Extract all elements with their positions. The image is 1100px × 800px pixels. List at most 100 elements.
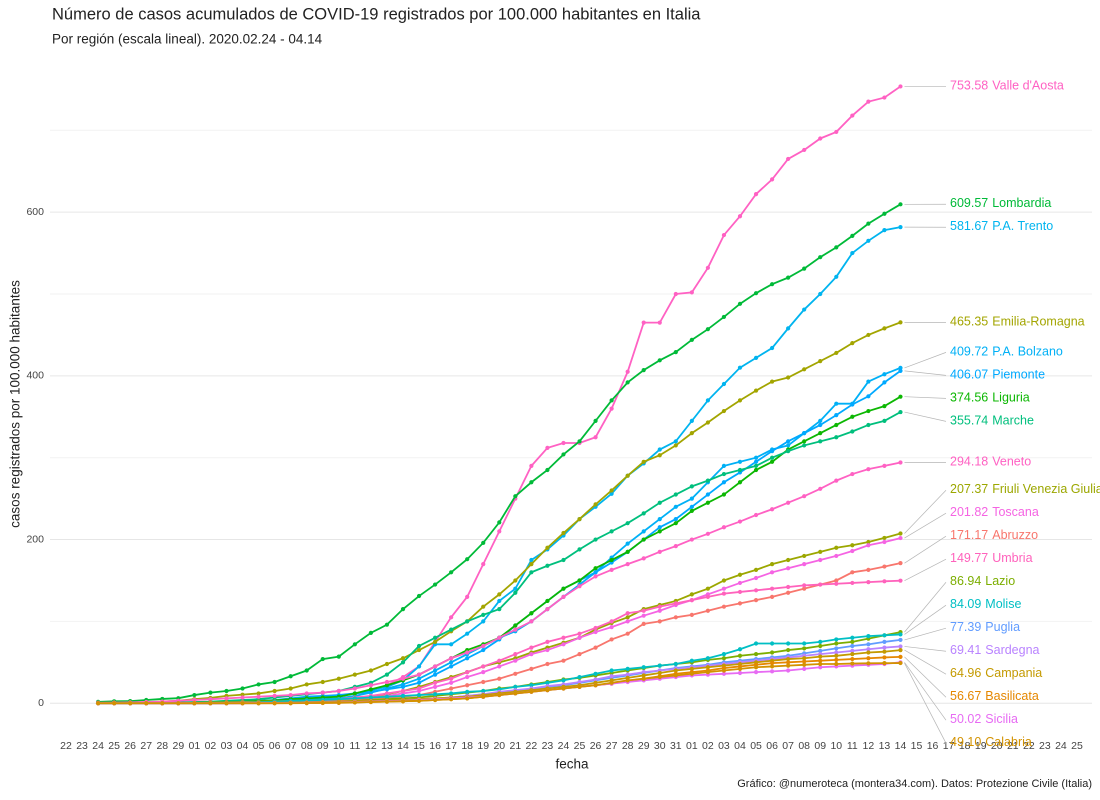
data-point <box>689 537 694 542</box>
data-point <box>737 601 743 606</box>
series-line <box>98 562 901 705</box>
data-point <box>737 589 743 595</box>
data-point <box>769 669 775 674</box>
data-point <box>304 668 309 673</box>
y-tick-label: 600 <box>26 206 44 218</box>
data-point <box>320 700 325 705</box>
data-point <box>737 670 743 676</box>
end-label-value: 406.07 <box>950 368 988 382</box>
data-point <box>449 627 454 632</box>
data-point <box>449 660 454 665</box>
data-point <box>882 579 887 584</box>
data-point <box>882 211 887 216</box>
data-point <box>561 440 566 446</box>
data-point <box>898 660 903 666</box>
data-point <box>769 455 775 460</box>
data-point <box>850 656 855 662</box>
x-tick-label: 18 <box>959 740 971 752</box>
data-point <box>898 632 903 637</box>
data-point <box>609 637 614 642</box>
data-point <box>432 639 438 644</box>
data-point <box>208 701 213 706</box>
data-point <box>577 679 582 685</box>
leader-line <box>904 646 947 652</box>
data-point <box>625 380 630 385</box>
x-tick-label: 04 <box>734 740 746 752</box>
data-point <box>866 642 871 647</box>
data-point <box>577 439 582 444</box>
data-point <box>882 645 887 650</box>
data-point <box>577 584 582 589</box>
data-point <box>256 694 261 699</box>
data-point <box>753 665 759 670</box>
data-point <box>400 688 406 694</box>
data-point <box>224 701 229 706</box>
data-point <box>272 679 277 685</box>
data-point <box>593 629 598 635</box>
data-point <box>208 697 213 702</box>
data-point <box>737 365 743 370</box>
data-point <box>144 701 149 706</box>
caption: Gráfico: @numeroteca (montera34.com). Da… <box>737 778 1092 790</box>
data-point <box>866 238 871 243</box>
data-point <box>449 642 454 647</box>
leader-line <box>904 411 947 422</box>
chart-subtitle: Por región (escala lineal). 2020.02.24 -… <box>52 32 323 47</box>
data-point <box>513 494 518 499</box>
data-point <box>593 502 598 507</box>
end-label-name: Toscana <box>992 506 1039 520</box>
data-point <box>786 656 791 662</box>
data-point <box>641 665 646 670</box>
data-point <box>786 660 791 665</box>
data-point <box>834 578 839 583</box>
data-point <box>256 682 261 687</box>
data-point <box>753 388 759 393</box>
data-point <box>545 545 550 550</box>
data-point <box>721 232 727 238</box>
data-point <box>529 689 534 694</box>
data-point <box>545 445 550 450</box>
data-point <box>497 676 502 681</box>
data-point <box>850 543 855 548</box>
leader-line <box>904 604 947 635</box>
data-point <box>368 683 374 688</box>
data-point <box>657 604 662 609</box>
data-point <box>753 463 759 468</box>
end-label-name: Sardegna <box>985 644 1039 658</box>
data-point <box>529 645 534 650</box>
data-point <box>224 688 229 694</box>
end-label-value: 409.72 <box>950 345 988 359</box>
end-label-value: 171.17 <box>950 529 988 543</box>
data-point <box>737 398 743 403</box>
x-tick-label: 05 <box>253 740 265 752</box>
end-label-value: 207.37 <box>950 483 988 497</box>
leader-line <box>904 370 947 376</box>
data-point <box>416 698 422 703</box>
data-point <box>625 672 630 677</box>
data-point <box>721 381 727 387</box>
data-point <box>786 500 791 505</box>
data-point <box>769 664 775 669</box>
data-point <box>737 467 743 473</box>
data-point <box>192 692 197 698</box>
x-tick-label: 09 <box>317 740 329 752</box>
leader-line <box>904 512 947 539</box>
data-point <box>882 535 887 541</box>
end-label-value: 581.67 <box>950 220 988 234</box>
data-point <box>465 696 470 701</box>
data-point <box>625 521 630 526</box>
data-point <box>657 447 662 452</box>
data-point <box>432 582 438 587</box>
data-point <box>802 646 807 651</box>
data-point <box>705 594 711 599</box>
data-point <box>481 670 486 675</box>
chart-title: Número de casos acumulados de COVID-19 r… <box>52 5 701 23</box>
data-point <box>513 578 518 583</box>
end-label: 50.02 Sicilia <box>950 713 1018 727</box>
data-point <box>818 643 823 649</box>
data-point <box>609 529 614 534</box>
end-label: 86.94 Lazio <box>950 575 1015 589</box>
data-point <box>128 701 133 706</box>
x-tick-label: 26 <box>590 740 602 752</box>
